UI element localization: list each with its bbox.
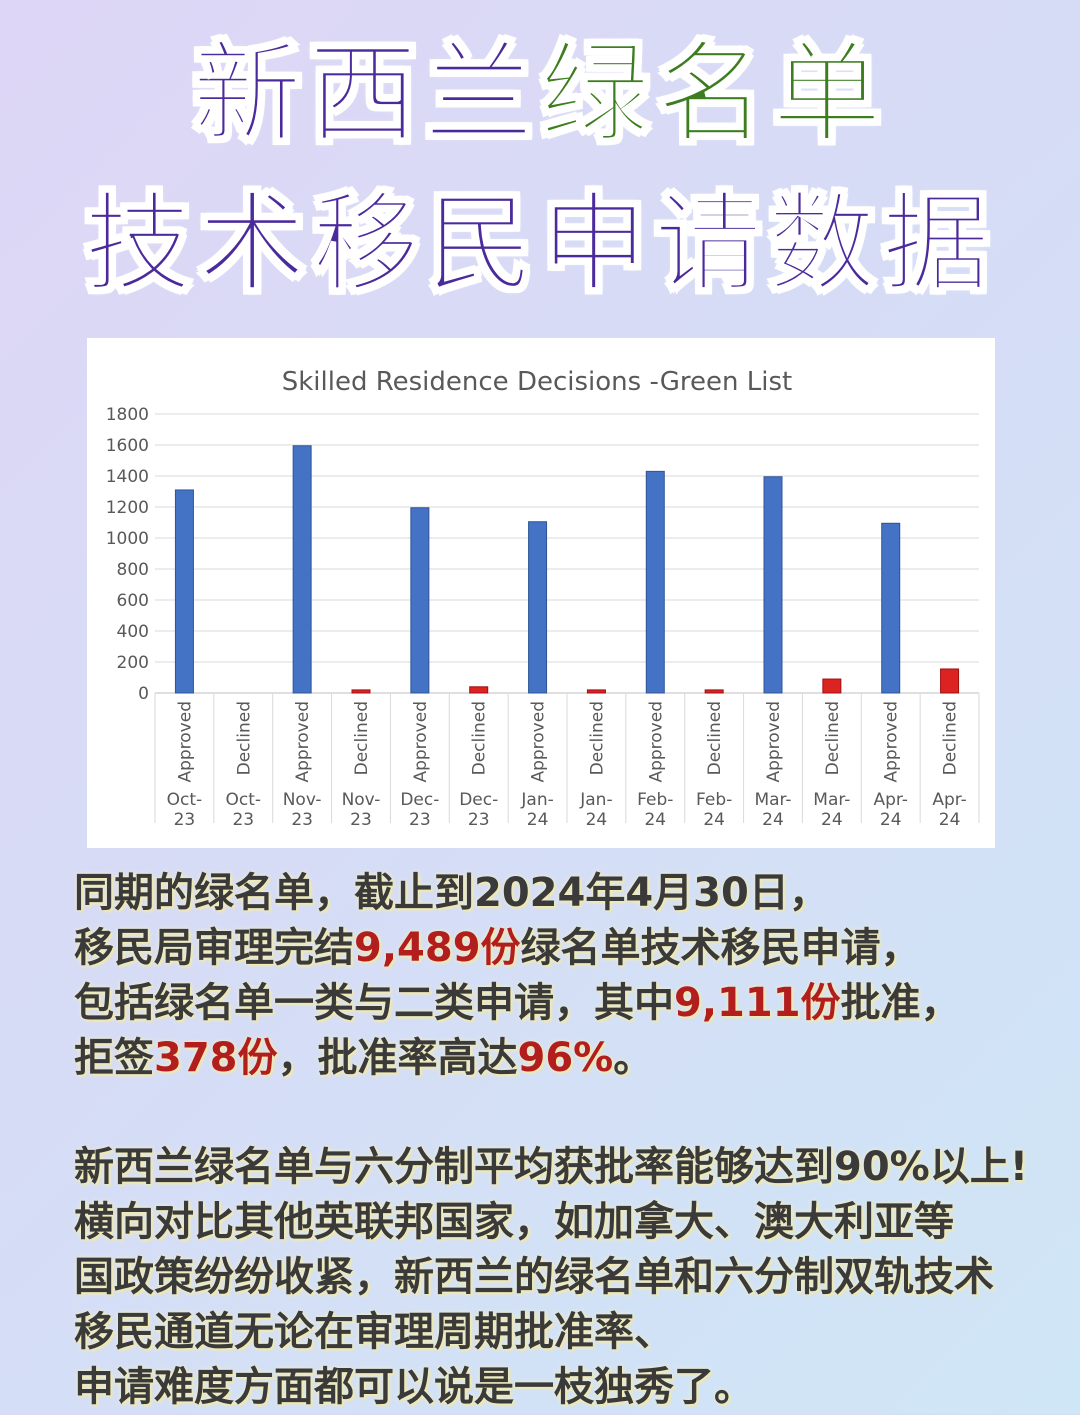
bar-approved-nov-23 [292,445,312,694]
x-tick-year: 23 [291,810,313,830]
y-tick-label: 1400 [106,467,149,487]
bar-chart: Skilled Residence Decisions -Green List 1… [106,367,980,830]
bar-declined-apr-24 [940,668,960,694]
y-tick-label: 800 [117,560,149,580]
x-tick-month: Apr- [932,790,966,810]
title-country: 新西兰 [191,29,540,159]
x-tick-year: 24 [762,810,784,830]
para2-line3: 国政策纷纷收紧，新西兰的绿名单和六分制双轨技术 [74,1254,994,1300]
text-span: 包括绿名单一类与二类申请，其中 [74,980,674,1026]
bar-declined-dec-23 [469,686,489,694]
y-tick-label: 1200 [106,498,149,518]
para1-line4: 拒签378份，批准率高达96%。 [74,1031,1064,1086]
x-tick-status: Approved [411,701,431,783]
x-tick-year: 23 [232,810,254,830]
x-tick-month: Jan- [520,790,553,810]
x-tick-year: 24 [586,810,608,830]
page-title-line2: 技术移民申请数据 [83,181,996,308]
x-tick-month: Feb- [696,790,732,810]
x-tick-month: Dec- [400,790,439,810]
x-tick-month: Nov- [342,790,381,810]
x-tick-status: Approved [646,701,666,783]
x-tick-year: 24 [939,810,961,830]
x-tick-month: Nov- [283,790,322,810]
bar-declined-jan-24 [586,689,606,694]
chart-card: Skilled Residence Decisions -Green List 1… [87,338,995,848]
bar-approved-dec-23 [410,507,430,694]
x-tick-month: Dec- [459,790,498,810]
bar-approved-mar-24 [763,476,783,694]
bar-declined-nov-23 [351,689,371,694]
para2-line5: 申请难度方面都可以说是一枝独秀了。 [74,1364,754,1410]
y-tick-label: 0 [138,684,149,704]
page-title-line1: 新西兰绿名单 [0,28,1080,160]
x-tick-status: Declined [823,701,843,775]
paragraph-comparison: 新西兰绿名单与六分制平均获批率能够达到90%以上! 横向对比其他英联邦国家，如加… [74,1140,1064,1415]
x-tick-status: Declined [352,701,372,775]
x-tick-year: 23 [174,810,196,830]
x-tick-year: 24 [527,810,549,830]
x-tick-month: Oct- [167,790,203,810]
para1-line1: 同期的绿名单，截止到2024年4月30日， [74,866,1064,921]
y-tick-label: 1600 [106,436,149,456]
y-tick-label: 1800 [106,405,149,425]
x-tick-status: Approved [293,701,313,783]
x-tick-year: 24 [880,810,902,830]
x-tick-status: Approved [529,701,549,783]
x-tick-year: 24 [644,810,666,830]
x-tick-year: 24 [821,810,843,830]
text-span: ，批准率高达 [277,1035,518,1081]
bar-approved-feb-24 [645,470,665,694]
x-tick-year: 23 [468,810,490,830]
x-tick-status: Declined [941,701,961,775]
para1-line3: 包括绿名单一类与二类申请，其中9,111份批准， [74,976,1064,1031]
x-tick-month: Apr- [873,790,907,810]
x-tick-year: 24 [703,810,725,830]
x-tick-status: Declined [234,701,254,775]
chart-title: Skilled Residence Decisions -Green List [282,367,792,397]
bar-approved-oct-23 [174,489,194,694]
bar-declined-mar-24 [822,678,842,694]
highlight-rate: 96% [517,1035,614,1081]
x-tick-month: Feb- [637,790,673,810]
y-tick-label: 1000 [106,529,149,549]
para2-line1: 新西兰绿名单与六分制平均获批率能够达到90%以上! [74,1144,1028,1190]
text-span: 批准， [840,980,961,1026]
x-tick-status: Declined [705,701,725,775]
para1-line2: 移民局审理完结9,489份绿名单技术移民申请， [74,921,1064,976]
bar-approved-jan-24 [528,521,548,694]
highlight-approved: 9,111份 [674,980,841,1026]
x-tick-status: Declined [470,701,490,775]
highlight-total: 9,489份 [354,925,521,971]
x-tick-month: Jan- [579,790,612,810]
x-tick-status: Approved [882,701,902,783]
text-span: 。 [613,1035,654,1081]
x-tick-month: Mar- [754,790,791,810]
x-tick-month: Mar- [813,790,850,810]
x-tick-status: Approved [764,701,784,783]
y-tick-label: 400 [117,622,149,642]
x-tick-status: Declined [587,701,607,775]
bar-approved-apr-24 [881,522,901,694]
para2-line2: 横向对比其他英联邦国家，如加拿大、澳大利亚等 [74,1199,954,1245]
paragraph-statistics: 同期的绿名单，截止到2024年4月30日， 移民局审理完结9,489份绿名单技术… [74,866,1064,1086]
bar-declined-feb-24 [704,689,724,694]
text-span: 同期的绿名单，截止到2024年4月30日， [74,870,829,916]
title-green-list: 绿名单 [539,29,888,159]
text-span: 移民局审理完结 [74,925,354,971]
x-tick-month: Oct- [226,790,262,810]
para2-line4: 移民通道无论在审理周期批准率、 [74,1309,674,1355]
x-tick-year: 23 [350,810,372,830]
y-tick-label: 600 [117,591,149,611]
text-span: 拒签 [74,1035,154,1081]
y-tick-label: 200 [117,653,149,673]
text-span: 绿名单技术移民申请， [520,925,921,971]
x-tick-status: Approved [175,701,195,783]
highlight-declined: 378份 [154,1035,278,1081]
x-tick-year: 23 [409,810,431,830]
